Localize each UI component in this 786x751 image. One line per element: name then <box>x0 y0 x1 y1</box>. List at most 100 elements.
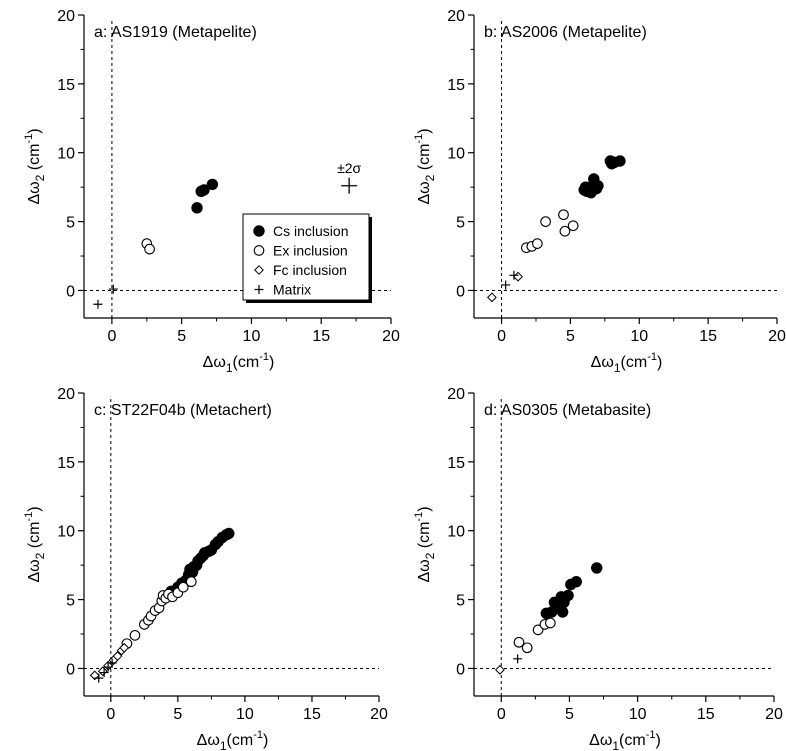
y-tick-label: 15 <box>447 455 465 472</box>
y-tick-label: 15 <box>57 455 75 472</box>
y-tick-label: 5 <box>66 215 75 232</box>
y-tick-label: 20 <box>57 386 75 403</box>
y-tick-label: 0 <box>66 283 75 300</box>
y-tick-label: 5 <box>456 215 465 232</box>
data-point-cs-inclusion <box>591 562 603 574</box>
x-tick-label: 5 <box>173 706 182 723</box>
x-tick-label: 15 <box>697 706 715 723</box>
legend-marker-open-diamond <box>254 265 264 275</box>
y-tick-label: 0 <box>456 283 465 300</box>
error-bar-label: ±2σ <box>337 160 361 176</box>
legend-label: Cs inclusion <box>273 223 348 239</box>
x-tick-label: 10 <box>630 328 648 345</box>
x-axis-label: Δω1(cm-1) <box>589 729 661 751</box>
y-tick-label: 0 <box>66 661 75 678</box>
x-tick-label: 20 <box>370 706 388 723</box>
legend-label: Ex inclusion <box>273 243 348 259</box>
data-point-matrix <box>513 654 523 664</box>
data-point-fc-inclusion <box>495 664 505 675</box>
y-tick-label: 15 <box>57 77 75 94</box>
data-point-fc-inclusion <box>119 642 130 653</box>
data-point-cs-inclusion <box>592 180 604 192</box>
data-point-fc-inclusion <box>513 271 523 282</box>
x-tick-label: 20 <box>765 706 783 723</box>
data-point-matrix <box>93 299 103 309</box>
error-bar-cross <box>341 177 358 194</box>
data-point-cs-inclusion <box>562 589 574 602</box>
x-axis-label: Δω1(cm-1) <box>591 351 663 375</box>
chart-panel-a: 0 5 10 15 20 0 5 10 15 20 a: AS1919 (Metapelite) Δω… <box>23 8 400 375</box>
data-point-ex-inclusion <box>567 220 579 232</box>
data-point-cs-inclusion <box>614 155 626 167</box>
data-point-ex-inclusion <box>521 642 533 654</box>
x-tick-label: 5 <box>565 706 574 723</box>
x-tick-label: 10 <box>236 706 254 723</box>
x-tick-label: 20 <box>382 328 400 345</box>
data-point-ex-inclusion <box>185 576 197 588</box>
data-point-matrix <box>108 284 118 294</box>
y-tick-label: 10 <box>447 146 465 163</box>
data-point-ex-inclusion <box>559 225 571 237</box>
y-tick-label: 20 <box>57 8 75 25</box>
legend-marker-open-circle <box>253 245 265 256</box>
x-tick-label: 15 <box>699 328 717 345</box>
data-point-ex-inclusion <box>144 243 155 255</box>
data-point-cs-inclusion <box>223 527 235 540</box>
legend-marker-filled-circle <box>253 225 265 237</box>
y-tick-label: 5 <box>456 593 465 610</box>
y-tick-label: 10 <box>447 524 465 541</box>
chart-panel-b: 0 5 10 15 20 0 5 10 15 20 b: AS2006 (Metapelite) Δω… <box>413 8 786 375</box>
x-tick-label: 20 <box>768 328 786 345</box>
legend-label: Matrix <box>273 282 311 298</box>
x-tick-label: 0 <box>497 706 506 723</box>
data-point-ex-inclusion <box>545 617 556 629</box>
chart-panel-c: 0 5 10 15 20 0 5 10 15 20 c: ST22F04b (Metachert) Δ… <box>23 386 388 751</box>
y-axis-label: Δω2 (cm-1) <box>413 128 437 204</box>
chart-panel-d: 0 5 10 15 20 0 5 10 15 20 d: AS0305 (Metabasite) Δω… <box>413 386 783 751</box>
y-axis-label: Δω2 (cm-1) <box>23 506 47 582</box>
data-point-fc-inclusion <box>97 666 108 677</box>
x-tick-label: 15 <box>312 328 330 345</box>
data-point-ex-inclusion <box>532 238 543 249</box>
legend-label: Fc inclusion <box>273 262 347 278</box>
y-tick-label: 20 <box>447 8 465 25</box>
data-point-matrix <box>107 658 117 668</box>
x-tick-label: 0 <box>107 328 116 345</box>
data-point-cs-inclusion <box>198 184 210 196</box>
data-point-ex-inclusion <box>177 581 189 593</box>
data-point-matrix <box>94 673 104 683</box>
y-tick-label: 5 <box>66 593 75 610</box>
x-tick-label: 0 <box>106 706 115 723</box>
x-axis-label: Δω1(cm-1) <box>197 729 269 751</box>
data-point-matrix <box>501 280 511 290</box>
data-point-cs-inclusion <box>570 575 582 588</box>
y-tick-label: 20 <box>447 386 465 403</box>
data-point-ex-inclusion <box>540 216 551 227</box>
data-point-fc-inclusion <box>89 670 100 681</box>
panel-title: a: AS1919 (Metapelite) <box>94 24 257 41</box>
data-point-cs-inclusion <box>206 178 219 191</box>
x-tick-label: 10 <box>629 706 647 723</box>
y-tick-label: 0 <box>456 661 465 678</box>
panel-title: c: ST22F04b (Metachert) <box>94 402 272 419</box>
data-point-cs-inclusion <box>556 606 569 618</box>
x-tick-label: 0 <box>497 328 506 345</box>
panel-title: d: AS0305 (Metabasite) <box>484 402 651 419</box>
y-tick-label: 10 <box>57 524 75 541</box>
panel-title: b: AS2006 (Metapelite) <box>484 24 647 41</box>
x-tick-label: 5 <box>566 328 575 345</box>
x-tick-label: 10 <box>243 328 261 345</box>
data-point-ex-inclusion <box>129 630 141 641</box>
y-axis-label: Δω2 (cm-1) <box>23 128 47 204</box>
x-tick-label: 5 <box>177 328 186 345</box>
data-point-matrix <box>99 668 109 678</box>
data-point-matrix <box>103 662 113 672</box>
data-point-ex-inclusion <box>558 209 569 221</box>
data-point-ex-inclusion <box>532 624 544 636</box>
y-tick-label: 15 <box>447 77 465 94</box>
data-point-ex-inclusion <box>513 636 525 648</box>
data-point-fc-inclusion <box>112 651 123 661</box>
data-point-fc-inclusion <box>486 292 497 303</box>
legend-marker-plus <box>254 285 264 294</box>
